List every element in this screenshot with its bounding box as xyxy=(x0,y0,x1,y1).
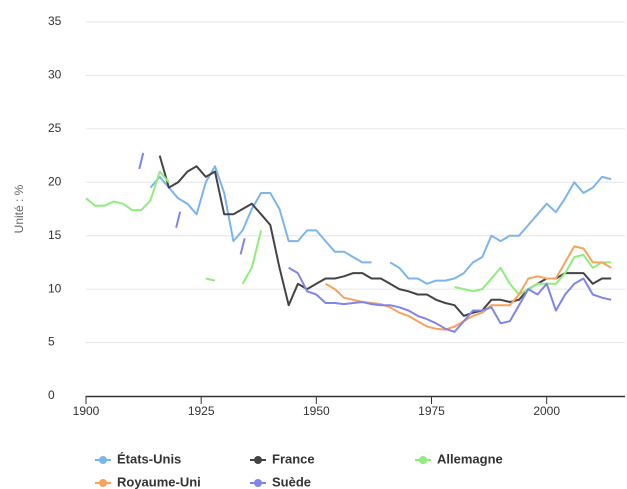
legend-label: Allemagne xyxy=(437,451,503,466)
series-point xyxy=(239,238,246,255)
y-axis-label: Unité : % xyxy=(12,184,26,233)
legend-marker xyxy=(99,479,107,487)
series-point xyxy=(175,211,182,228)
legend-label: Suède xyxy=(272,474,311,489)
y-tick-label: 0 xyxy=(48,388,55,402)
legend-marker xyxy=(419,456,427,464)
series-line xyxy=(325,245,612,331)
y-tick-label: 20 xyxy=(48,174,62,188)
x-tick-label: 2000 xyxy=(533,404,560,418)
legend-marker xyxy=(99,456,107,464)
x-tick-label: 1950 xyxy=(303,404,330,418)
legend-item: Allemagne xyxy=(415,451,503,466)
x-tick-label: 1975 xyxy=(418,404,445,418)
legend-item: Royaume-Uni xyxy=(95,474,201,489)
y-tick-label: 15 xyxy=(48,228,62,242)
y-tick-label: 10 xyxy=(48,281,62,295)
legend-label: France xyxy=(272,451,315,466)
x-tick-label: 1925 xyxy=(188,404,215,418)
legend-item: Suède xyxy=(250,474,311,489)
y-tick-label: 35 xyxy=(48,14,62,28)
legend-marker xyxy=(254,456,262,464)
legend-label: États-Unis xyxy=(117,451,181,466)
series-point xyxy=(138,152,145,170)
y-tick-label: 5 xyxy=(48,335,55,349)
series-line xyxy=(85,170,612,296)
legend-label: Royaume-Uni xyxy=(117,474,201,489)
y-tick-label: 25 xyxy=(48,121,62,135)
x-tick-label: 1900 xyxy=(73,404,100,418)
series-line xyxy=(288,266,612,333)
series-line xyxy=(149,165,612,285)
legend-item: France xyxy=(250,451,315,466)
y-tick-label: 30 xyxy=(48,68,62,82)
legend-item: États-Unis xyxy=(95,451,181,466)
legend-marker xyxy=(254,479,262,487)
